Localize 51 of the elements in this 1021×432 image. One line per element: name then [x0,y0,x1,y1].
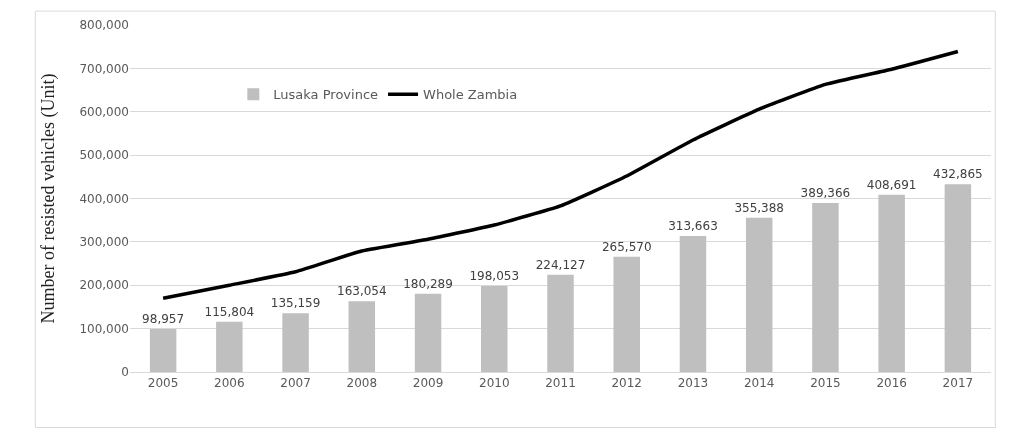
data-label: 389,366 [800,186,851,201]
legend-label: Whole Zambia [423,87,518,103]
y-tick-label: 400,000 [79,191,129,206]
y-tick-label: 500,000 [79,148,129,163]
data-label: 115,804 [204,304,255,319]
x-tick-label: 2015 [810,376,841,391]
data-label: 313,663 [668,218,718,233]
data-label: 408,691 [866,177,917,192]
y-tick-label: 600,000 [79,104,129,119]
data-label: 180,289 [403,276,453,291]
x-tick-label: 2013 [677,376,709,391]
bar [282,313,309,372]
bar [613,256,640,372]
bar [149,329,177,372]
data-label: 98,957 [142,312,185,327]
x-tick-label: 2009 [412,376,444,391]
x-tick-label: 2017 [942,376,974,391]
y-tick-label: 800,000 [79,18,129,33]
data-label: 163,054 [336,284,387,299]
bar [878,194,905,372]
bar [348,301,376,372]
bar [745,217,773,372]
bar [216,321,243,372]
x-tick-label: 2010 [479,376,510,391]
x-tick-label: 2008 [346,376,378,391]
bar [481,286,508,372]
bar [679,235,707,372]
bar [547,274,574,372]
bar [944,184,972,372]
x-tick-label: 2011 [545,376,576,391]
x-tick-label: 2005 [147,376,179,391]
x-tick-label: 2016 [876,376,907,391]
x-tick-label: 2006 [214,376,245,391]
y-tick-label: 700,000 [79,61,129,76]
x-tick-label: 2012 [611,376,642,391]
data-label: 432,865 [933,167,983,182]
data-label: 265,570 [601,239,652,254]
y-axis-title: Number of resisted vehicles (Unit) [37,73,59,324]
data-label: 224,127 [535,257,586,272]
bar [812,203,839,372]
y-tick-label: 100,000 [79,321,129,336]
data-label: 135,159 [270,296,321,311]
legend-label: Lusaka Province [273,87,379,103]
y-tick-label: 300,000 [79,235,129,250]
data-label: 198,053 [469,269,520,284]
y-tick-label: 200,000 [79,278,129,293]
y-tick-label: 0 [121,365,129,380]
x-tick-label: 2014 [743,376,775,391]
bar [414,293,442,372]
data-label: 355,388 [734,200,785,215]
x-tick-label: 2007 [280,376,311,391]
